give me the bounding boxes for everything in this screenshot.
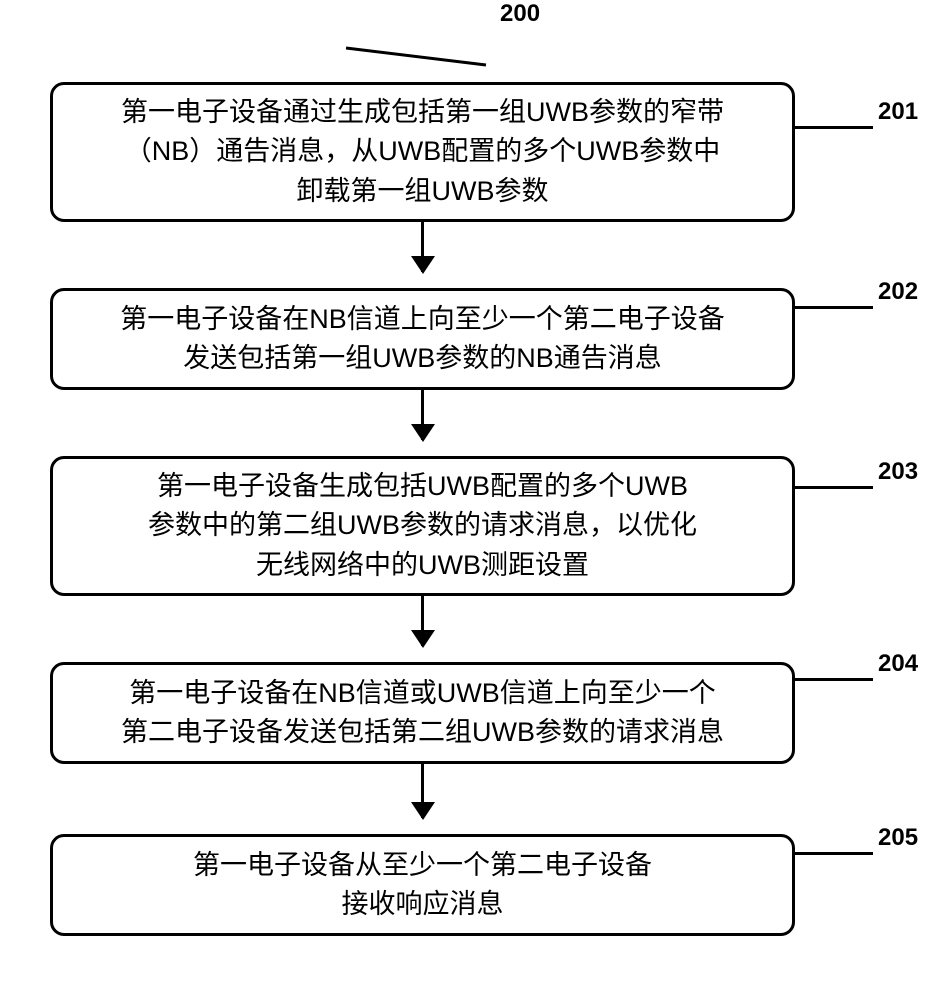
step-pointer-line-202 bbox=[795, 306, 873, 309]
flowchart-container: 200 第一电子设备通过生成包括第一组UWB参数的窄带（NB）通告消息，从UWB… bbox=[0, 0, 949, 1000]
header-label-text: 200 bbox=[500, 0, 540, 27]
arrow-203-to-204 bbox=[421, 596, 424, 646]
step-text-204: 第一电子设备在NB信道或UWB信道上向至少一个第二电子设备发送包括第二组UWB参… bbox=[121, 674, 724, 752]
step-box-204: 第一电子设备在NB信道或UWB信道上向至少一个第二电子设备发送包括第二组UWB参… bbox=[50, 662, 795, 764]
header-pointer-line bbox=[0, 0, 949, 80]
step-label-text-201: 201 bbox=[878, 98, 918, 125]
step-text-205: 第一电子设备从至少一个第二电子设备接收响应消息 bbox=[193, 846, 652, 924]
step-reference-number-205: 205 bbox=[878, 824, 918, 852]
step-pointer-line-205 bbox=[795, 852, 873, 855]
step-label-text-202: 202 bbox=[878, 278, 918, 305]
step-box-205: 第一电子设备从至少一个第二电子设备接收响应消息 bbox=[50, 834, 795, 936]
step-reference-number-201: 201 bbox=[878, 98, 918, 126]
step-text-202: 第一电子设备在NB信道上向至少一个第二电子设备发送包括第一组UWB参数的NB通告… bbox=[120, 300, 725, 378]
arrow-202-to-203 bbox=[421, 390, 424, 440]
step-reference-number-203: 203 bbox=[878, 458, 918, 486]
step-label-text-204: 204 bbox=[878, 650, 918, 677]
step-text-201: 第一电子设备通过生成包括第一组UWB参数的窄带（NB）通告消息，从UWB配置的多… bbox=[121, 93, 724, 210]
step-text-203: 第一电子设备生成包括UWB配置的多个UWB参数中的第二组UWB参数的请求消息，以… bbox=[148, 467, 697, 584]
step-label-text-203: 203 bbox=[878, 458, 918, 485]
step-pointer-line-201 bbox=[795, 126, 873, 129]
step-label-text-205: 205 bbox=[878, 824, 918, 851]
step-pointer-line-204 bbox=[795, 678, 873, 681]
step-box-201: 第一电子设备通过生成包括第一组UWB参数的窄带（NB）通告消息，从UWB配置的多… bbox=[50, 82, 795, 222]
step-box-202: 第一电子设备在NB信道上向至少一个第二电子设备发送包括第一组UWB参数的NB通告… bbox=[50, 288, 795, 390]
arrow-201-to-202 bbox=[421, 222, 424, 272]
step-reference-number-202: 202 bbox=[878, 278, 918, 306]
step-box-203: 第一电子设备生成包括UWB配置的多个UWB参数中的第二组UWB参数的请求消息，以… bbox=[50, 456, 795, 596]
step-reference-number-204: 204 bbox=[878, 650, 918, 678]
header-reference-number: 200 bbox=[500, 0, 540, 28]
arrow-204-to-205 bbox=[421, 764, 424, 818]
step-pointer-line-203 bbox=[795, 486, 873, 489]
